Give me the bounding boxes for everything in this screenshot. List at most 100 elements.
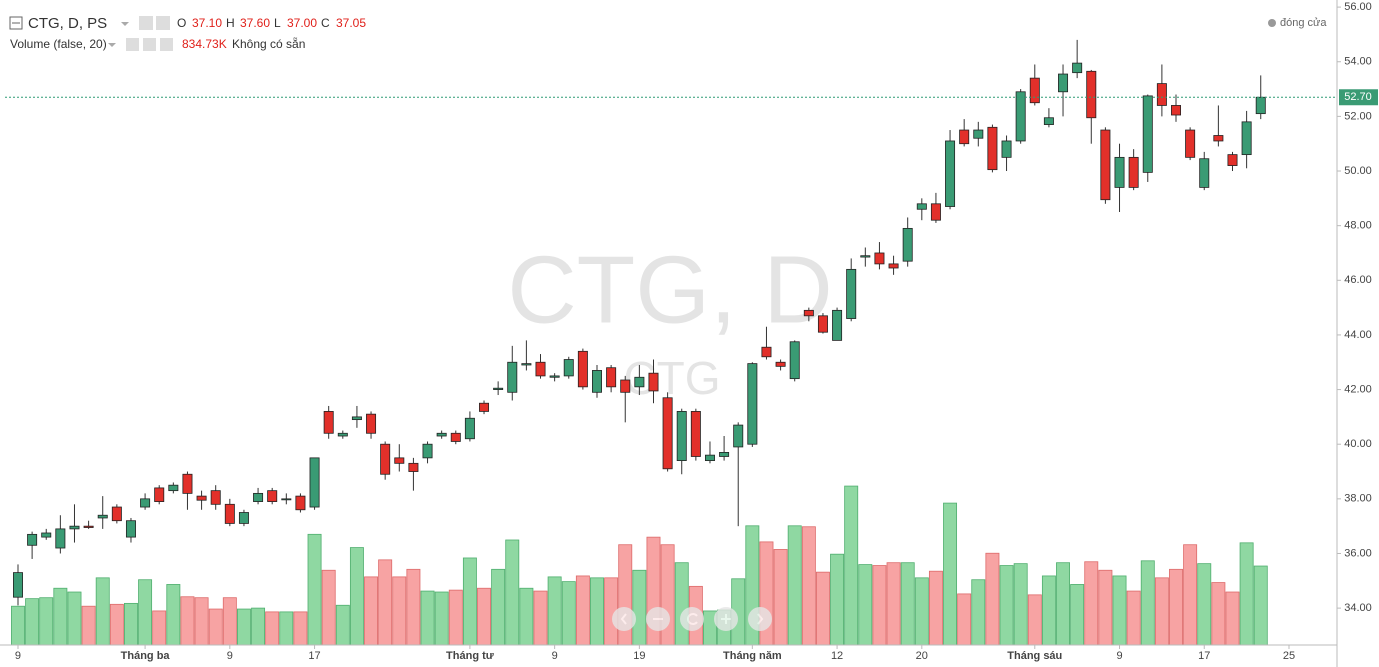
candle-body — [41, 532, 52, 538]
candle-body — [1227, 154, 1238, 166]
volume-bar — [505, 539, 520, 646]
volume-bar — [561, 581, 576, 646]
candle-body — [719, 452, 730, 457]
candle-body — [238, 512, 249, 524]
volume-bar — [985, 552, 1000, 646]
volume-bar — [349, 547, 364, 646]
volume-bar — [1154, 577, 1169, 646]
volume-bar — [1126, 590, 1141, 646]
candle-body — [253, 492, 264, 502]
volume-bar — [53, 587, 68, 646]
volume-bar — [660, 544, 675, 646]
scroll-right[interactable] — [748, 607, 772, 631]
candle-body — [1142, 95, 1153, 173]
candle-body — [549, 375, 560, 378]
navigation — [612, 607, 772, 631]
volume-bar — [11, 605, 25, 646]
volume-bar — [957, 593, 972, 646]
volume-bar — [1211, 582, 1226, 646]
volume-bar — [25, 598, 40, 646]
candle-body — [1185, 129, 1196, 158]
nav-icons — [620, 613, 764, 625]
volume-bar — [39, 597, 54, 646]
candle-body — [817, 315, 828, 333]
volume-bar — [1070, 584, 1085, 646]
reset[interactable] — [680, 607, 704, 631]
x-tick-label: 25 — [1283, 650, 1295, 662]
candle-body — [337, 432, 348, 437]
candle-body — [930, 203, 941, 221]
volume-bar — [166, 584, 181, 646]
volume-menu[interactable] — [108, 43, 116, 47]
symbol-menu[interactable] — [121, 22, 129, 26]
x-tick-label: 20 — [916, 650, 928, 662]
volume-bar — [886, 562, 901, 646]
volume-bar — [590, 577, 604, 646]
volume-bar — [251, 607, 266, 646]
volume-bar — [519, 587, 534, 646]
candle-body — [1156, 83, 1167, 106]
volume-remove-icon[interactable] — [160, 38, 173, 51]
y-tick-label: 40.00 — [1344, 438, 1372, 450]
volume-bar — [208, 608, 223, 646]
market-status: đóng cửa — [1280, 17, 1327, 29]
candle-body — [577, 350, 588, 388]
volume-bar — [999, 565, 1014, 646]
volume-bar — [1225, 591, 1240, 646]
candle-body — [422, 443, 433, 459]
candle-body — [620, 379, 631, 393]
x-tick-label: 9 — [1116, 650, 1122, 662]
close-value: 37.05 — [336, 16, 366, 30]
candle-body — [97, 514, 108, 519]
volume-bar — [547, 576, 562, 646]
scroll-left[interactable] — [612, 607, 636, 631]
volume-hide-icon[interactable] — [143, 38, 156, 51]
hide-icon[interactable] — [156, 16, 170, 30]
volume-bar — [279, 611, 294, 646]
candle-body — [846, 268, 857, 319]
x-tick-label: Tháng ba — [121, 650, 171, 662]
collapse-icon[interactable] — [9, 16, 23, 30]
candle-body — [535, 361, 546, 377]
volume-bar — [434, 591, 449, 646]
volume-bar — [801, 526, 816, 646]
volume-bar — [914, 577, 929, 646]
volume-bar — [674, 562, 689, 646]
candle-body — [1001, 140, 1012, 158]
candle-body — [13, 572, 23, 598]
volume-bar — [392, 576, 407, 646]
volume-bar — [321, 569, 336, 646]
x-tick-label: 19 — [633, 650, 645, 662]
candle-body — [182, 473, 193, 494]
last-price-badge — [1339, 89, 1378, 106]
candle-body — [761, 346, 772, 358]
candle-body — [479, 402, 490, 412]
x-tick-label: 9 — [15, 650, 21, 662]
candle-body — [380, 443, 391, 475]
low-value: 37.00 — [287, 16, 317, 30]
volume-settings-icon[interactable] — [126, 38, 139, 51]
legend: CTG, D, PS O 37.10 H 37.60 L 37.00 C 37.… — [9, 15, 1327, 51]
settings-icon[interactable] — [139, 16, 153, 30]
candle-body — [55, 528, 66, 549]
volume-bar — [928, 570, 943, 646]
candle-body — [351, 416, 362, 421]
x-tick-label: 12 — [831, 650, 843, 662]
x-tick-label: Tháng sáu — [1007, 650, 1062, 662]
candle-body — [789, 341, 800, 380]
volume-bar — [95, 577, 110, 646]
candle-body — [676, 411, 687, 461]
candle-body — [154, 487, 165, 502]
low-label: L — [274, 16, 281, 30]
volume-bar — [971, 579, 986, 646]
candle-body — [1114, 156, 1125, 188]
candle-body — [140, 498, 151, 508]
candle-body — [1199, 158, 1210, 188]
volume-bar — [364, 576, 379, 646]
candle-body — [366, 413, 377, 434]
volume-bar — [773, 549, 788, 646]
volume-bar — [307, 533, 322, 646]
y-tick-label: 50.00 — [1344, 165, 1372, 177]
candle-body — [1029, 77, 1040, 104]
symbol: CTG, D, PS — [28, 15, 107, 32]
